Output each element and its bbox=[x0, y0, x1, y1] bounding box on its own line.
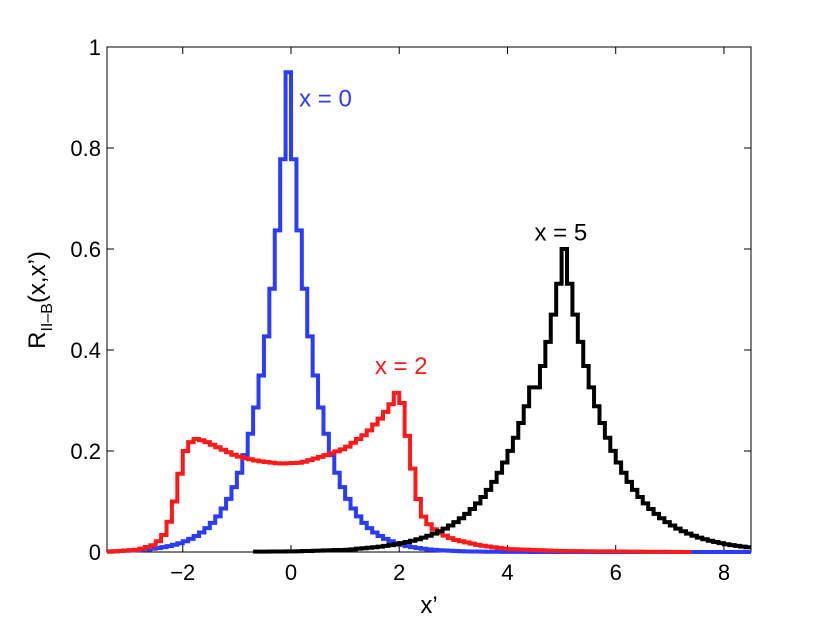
y-tick-label: 0.2 bbox=[70, 439, 101, 464]
x-axis-title: x’ bbox=[420, 592, 437, 619]
series-annotation: x = 2 bbox=[375, 353, 428, 380]
plot-area bbox=[106, 46, 752, 553]
x-tick-label: 8 bbox=[718, 560, 730, 585]
axis-ticks: −2 0 2 4 6 8 0 0.2 0.4 0.6 0.8 1 bbox=[70, 35, 751, 585]
x-tick-label: 2 bbox=[393, 560, 405, 585]
y-tick-label: 1 bbox=[89, 35, 101, 60]
y-tick-label: 0.4 bbox=[70, 338, 101, 363]
x-tick-label: 4 bbox=[501, 560, 513, 585]
y-tick-label: 0 bbox=[89, 540, 101, 565]
y-axis-title-tail: (x,x’) bbox=[24, 251, 51, 303]
series-annotation: x = 5 bbox=[535, 219, 588, 246]
series-line bbox=[253, 247, 751, 554]
x-tick-label: 6 bbox=[610, 560, 622, 585]
series-line bbox=[107, 390, 692, 554]
y-tick-label: 0.8 bbox=[70, 136, 101, 161]
x-tick-label: 0 bbox=[285, 560, 297, 585]
x-tick-label: −2 bbox=[170, 560, 195, 585]
y-axis-title-subscript: II–B bbox=[39, 303, 56, 331]
series-group bbox=[107, 70, 751, 554]
annotations: x = 0 x = 2 x = 5 bbox=[299, 86, 587, 381]
y-axis-title: RII–B(x,x’) bbox=[24, 251, 56, 349]
series-annotation: x = 0 bbox=[299, 86, 352, 113]
y-axis-title-main: R bbox=[24, 332, 51, 349]
y-tick-label: 0.6 bbox=[70, 237, 101, 262]
